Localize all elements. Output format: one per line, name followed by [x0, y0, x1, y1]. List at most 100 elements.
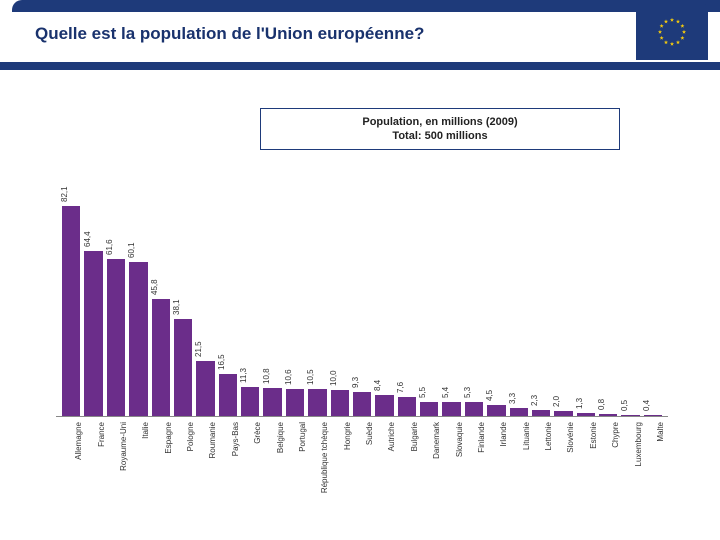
category-label: Italie	[129, 420, 147, 490]
bar-rect	[219, 374, 237, 416]
bar-rect	[621, 415, 639, 416]
bar-13: 9,3	[353, 392, 371, 416]
bar-8: 11,3	[241, 387, 259, 416]
category-label: Hongrie	[331, 420, 349, 490]
bar-1: 64,4	[84, 251, 102, 416]
category-label: Allemagne	[62, 420, 80, 490]
population-bar-chart: 82,164,461,660,145,838,121,516,511,310,8…	[62, 186, 662, 486]
category-label: Slovénie	[554, 420, 572, 490]
bar-rect	[487, 405, 505, 417]
bar-value-label: 5,4	[441, 387, 450, 398]
bar-value-label: 0,8	[597, 399, 606, 410]
bar-21: 2,3	[532, 410, 550, 416]
category-label: Pays-Bas	[219, 420, 237, 490]
bar-9: 10,8	[263, 388, 281, 416]
category-label: Suède	[353, 420, 371, 490]
bar-value-label: 10,8	[262, 369, 271, 385]
bar-value-label: 45,8	[150, 279, 159, 295]
bar-rect	[465, 402, 483, 416]
bar-value-label: 38,1	[172, 299, 181, 315]
category-label: Pologne	[174, 420, 192, 490]
bar-rect	[196, 361, 214, 416]
chart-bars: 82,164,461,660,145,838,121,516,511,310,8…	[62, 186, 662, 416]
bar-value-label: 1,3	[575, 398, 584, 409]
category-label: Danemark	[420, 420, 438, 490]
bar-rect	[62, 206, 80, 416]
bar-17: 5,4	[442, 402, 460, 416]
category-label: Irlande	[487, 420, 505, 490]
category-label: République tchèque	[308, 420, 326, 490]
bar-rect	[554, 411, 572, 416]
category-label: Malte	[644, 420, 662, 490]
legend-line2: Total: 500 millions	[392, 130, 487, 142]
bar-18: 5,3	[465, 402, 483, 416]
bar-15: 7,6	[398, 397, 416, 416]
bar-value-label: 60,1	[127, 243, 136, 259]
legend-line1: Population, en millions (2009)	[362, 116, 517, 128]
bar-rect	[644, 415, 662, 416]
category-label: Autriche	[375, 420, 393, 490]
bar-0: 82,1	[62, 206, 80, 416]
category-label: Lettonie	[532, 420, 550, 490]
bar-value-label: 5,5	[418, 387, 427, 398]
category-label: Estonie	[577, 420, 595, 490]
bar-value-label: 11,3	[239, 368, 248, 383]
category-label: Luxembourg	[621, 420, 639, 490]
bar-14: 8,4	[375, 395, 393, 416]
bar-value-label: 21,5	[194, 341, 203, 357]
bar-5: 38,1	[174, 319, 192, 416]
bar-rect	[577, 413, 595, 416]
bar-value-label: 10,0	[329, 371, 338, 387]
eu-flag-box	[636, 4, 708, 60]
bar-12: 10,0	[331, 390, 349, 416]
bar-rect	[308, 389, 326, 416]
eu-flag-icon	[644, 12, 700, 52]
bar-rect	[107, 259, 125, 416]
category-label: Bulgarie	[398, 420, 416, 490]
bar-value-label: 7,6	[396, 381, 405, 392]
category-label: Slovaquie	[442, 420, 460, 490]
bar-rect	[174, 319, 192, 416]
bar-value-label: 3,3	[508, 392, 517, 403]
bar-value-label: 2,0	[552, 396, 561, 407]
bar-rect	[442, 402, 460, 416]
bar-rect	[286, 389, 304, 416]
bar-value-label: 61,6	[105, 239, 114, 255]
bar-value-label: 0,5	[620, 400, 629, 411]
bar-value-label: 0,4	[642, 400, 651, 411]
bar-10: 10,6	[286, 389, 304, 416]
category-label: Chypre	[599, 420, 617, 490]
category-label: Finlande	[465, 420, 483, 490]
category-label: France	[84, 420, 102, 490]
category-label: Lituanie	[510, 420, 528, 490]
bar-rect	[420, 402, 438, 416]
category-label: Espagne	[152, 420, 170, 490]
bar-25: 0,5	[621, 415, 639, 416]
bar-7: 16,5	[219, 374, 237, 416]
bar-value-label: 5,3	[463, 387, 472, 398]
bar-rect	[398, 397, 416, 416]
bar-16: 5,5	[420, 402, 438, 416]
category-label: Roumanie	[196, 420, 214, 490]
bar-rect	[599, 414, 617, 416]
bar-value-label: 8,4	[373, 379, 382, 390]
category-label: Royaume-Uni	[107, 420, 125, 490]
category-label: Portugal	[286, 420, 304, 490]
bar-rect	[152, 299, 170, 416]
bar-rect	[241, 387, 259, 416]
chart-legend: Population, en millions (2009) Total: 50…	[260, 108, 620, 150]
bar-value-label: 82,1	[60, 187, 69, 203]
bar-rect	[331, 390, 349, 416]
bar-value-label: 10,5	[306, 370, 315, 386]
bar-11: 10,5	[308, 389, 326, 416]
bar-value-label: 10,6	[284, 369, 293, 385]
bar-23: 1,3	[577, 413, 595, 416]
header-strip	[0, 62, 720, 70]
bar-26: 0,4	[644, 415, 662, 416]
bar-rect	[375, 395, 393, 416]
page-title: Quelle est la population de l'Union euro…	[35, 24, 424, 44]
bar-value-label: 9,3	[351, 377, 360, 388]
bar-rect	[84, 251, 102, 416]
bar-22: 2,0	[554, 411, 572, 416]
bar-4: 45,8	[152, 299, 170, 416]
